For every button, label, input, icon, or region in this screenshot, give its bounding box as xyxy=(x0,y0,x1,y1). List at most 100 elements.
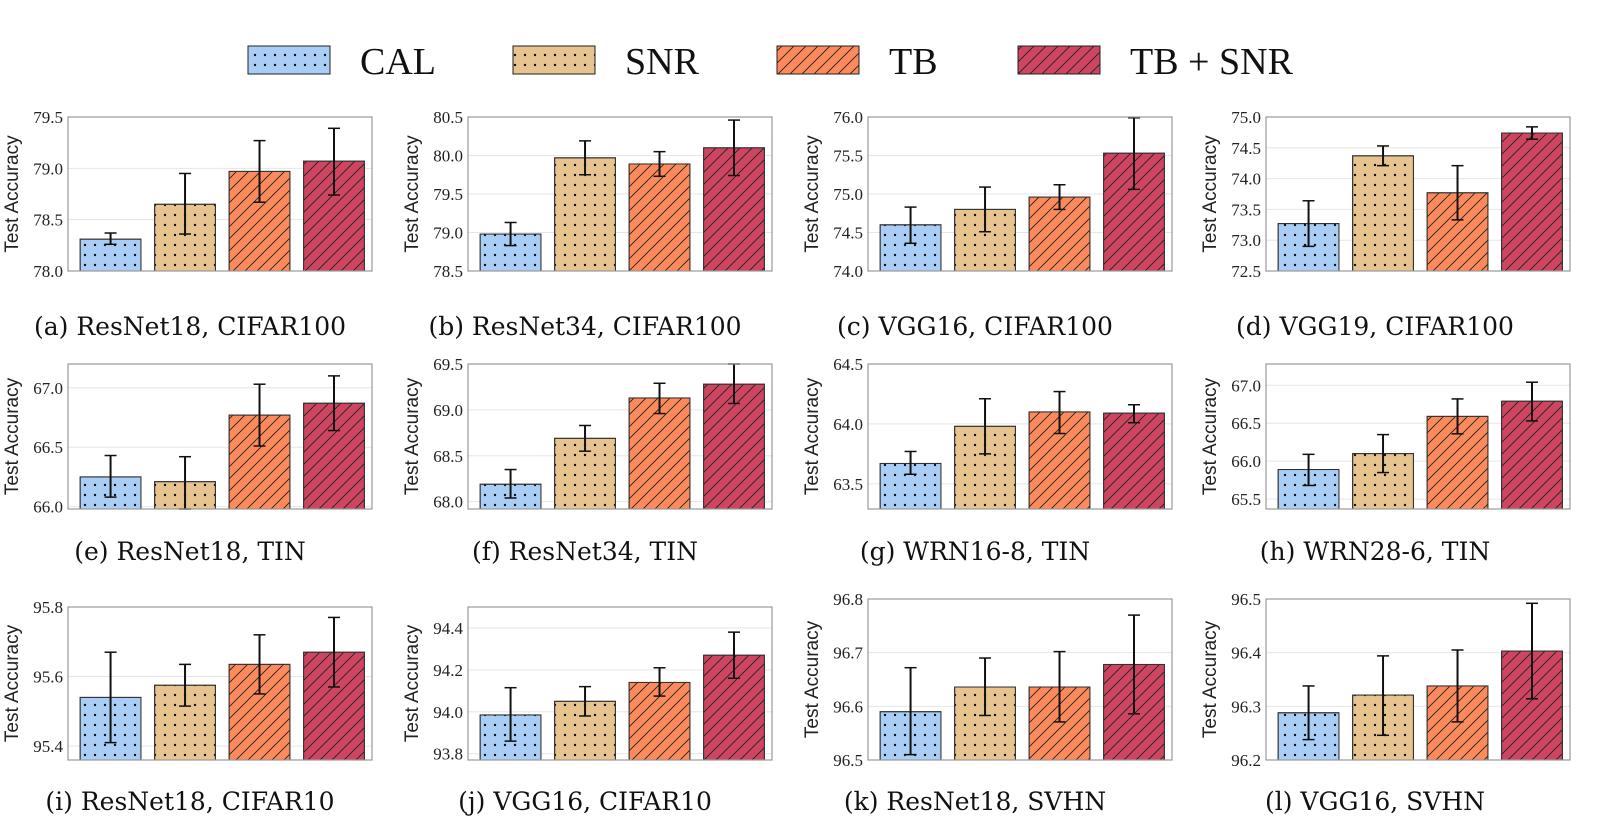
y-axis-label: Test Accuracy xyxy=(2,135,23,253)
subplot: 95.4 95.6 95.8 Test Accuracy (i) ResNet18, C… xyxy=(2,598,373,816)
y-axis-label: Test Accuracy xyxy=(402,135,423,253)
y-tick-label: 79.0 xyxy=(33,159,63,178)
y-tick-label: 79.5 xyxy=(433,185,463,204)
y-tick-label: 94.0 xyxy=(433,703,463,722)
subplot-caption: (f) ResNet34, TIN xyxy=(472,537,698,566)
y-tick-label: 96.8 xyxy=(833,590,863,609)
plot-frame xyxy=(1265,363,1571,510)
subplot-caption: (j) VGG16, CIFAR10 xyxy=(458,787,712,816)
y-tick-label: 64.0 xyxy=(833,415,863,434)
y-tick-label: 75.0 xyxy=(1231,108,1261,127)
subplot-caption: (g) WRN16-8, TIN xyxy=(860,537,1090,566)
legend: CAL SNR TB TB + SNR xyxy=(247,41,1294,83)
legend-item: TB xyxy=(776,41,938,83)
y-tick-label: 96.2 xyxy=(1231,751,1261,770)
legend-label: CAL xyxy=(360,41,436,83)
legend-swatch-pattern xyxy=(1017,45,1101,75)
bar-pattern xyxy=(703,383,765,510)
y-tick-label: 96.7 xyxy=(833,644,863,663)
legend-label: TB xyxy=(889,41,938,83)
legend-swatch-pattern xyxy=(776,45,860,75)
y-tick-label: 65.5 xyxy=(1231,490,1261,509)
y-tick-label: 69.5 xyxy=(433,355,463,374)
y-tick-label: 78.5 xyxy=(33,211,63,230)
bar-pattern xyxy=(1426,415,1489,510)
y-tick-label: 74.5 xyxy=(1231,139,1261,158)
legend-item: CAL xyxy=(247,41,436,83)
plot-frame xyxy=(1265,598,1571,761)
bar-pattern xyxy=(1103,412,1165,510)
y-tick-label: 68.0 xyxy=(433,493,463,512)
bar-pattern xyxy=(554,157,616,272)
subplot: 78.5 79.0 79.5 80.0 80.5 Test Accuracy (b) Res… xyxy=(402,108,773,341)
y-tick-label: 69.0 xyxy=(433,401,463,420)
plot-frame xyxy=(67,606,373,761)
y-tick-label: 74.5 xyxy=(833,224,863,243)
y-tick-label: 66.0 xyxy=(33,498,63,517)
y-tick-label: 66.5 xyxy=(1231,414,1261,433)
subplot-caption: (i) ResNet18, CIFAR10 xyxy=(45,787,334,816)
plot-frame xyxy=(467,116,773,272)
subplot-caption: (a) ResNet18, CIFAR100 xyxy=(34,312,346,341)
legend-label: TB + SNR xyxy=(1130,41,1294,83)
bar-pattern xyxy=(628,397,691,510)
y-axis-label: Test Accuracy xyxy=(1200,620,1221,738)
plot-frame xyxy=(467,606,773,761)
plot-frame xyxy=(67,116,373,272)
y-tick-label: 78.5 xyxy=(433,262,463,281)
y-axis-label: Test Accuracy xyxy=(802,377,823,495)
legend-item: SNR xyxy=(512,41,700,83)
bar-pattern xyxy=(628,163,691,272)
y-tick-label: 74.0 xyxy=(833,262,863,281)
y-tick-label: 76.0 xyxy=(833,108,863,127)
y-tick-label: 66.5 xyxy=(33,438,63,457)
y-tick-label: 67.0 xyxy=(33,379,63,398)
y-axis-label: Test Accuracy xyxy=(1200,377,1221,495)
y-tick-label: 95.6 xyxy=(33,668,63,687)
y-tick-label: 96.4 xyxy=(1231,644,1261,663)
y-tick-label: 64.5 xyxy=(833,355,863,374)
subplot: 68.0 68.5 69.0 69.5 Test Accuracy (f) ResNet3… xyxy=(402,355,773,566)
plot-frame xyxy=(67,363,373,510)
plot-frame xyxy=(467,363,773,510)
y-tick-label: 74.0 xyxy=(1231,170,1261,189)
subplot-caption: (b) ResNet34, CIFAR100 xyxy=(428,312,741,341)
panels: 78.0 78.5 79.0 79.5 Test Accuracy (a) ResNet1… xyxy=(2,108,1571,816)
legend-swatch-pattern xyxy=(512,45,596,75)
y-axis-label: Test Accuracy xyxy=(802,620,823,738)
y-axis-label: Test Accuracy xyxy=(2,624,23,742)
bar-pattern xyxy=(1501,132,1563,272)
y-tick-label: 72.5 xyxy=(1231,262,1261,281)
subplot: 93.8 94.0 94.2 94.4 Test Accuracy (j) VGG16, … xyxy=(402,606,773,816)
subplot: 78.0 78.5 79.0 79.5 Test Accuracy (a) ResNet1… xyxy=(2,108,373,341)
y-tick-label: 94.2 xyxy=(433,661,463,680)
y-tick-label: 66.0 xyxy=(1231,452,1261,471)
y-tick-label: 68.5 xyxy=(433,447,463,466)
legend-swatch-pattern xyxy=(247,45,331,75)
y-tick-label: 67.0 xyxy=(1231,376,1261,395)
y-tick-label: 79.0 xyxy=(433,224,463,243)
y-tick-label: 94.4 xyxy=(433,619,463,638)
y-tick-label: 79.5 xyxy=(33,108,63,127)
y-tick-label: 73.5 xyxy=(1231,200,1261,219)
y-tick-label: 96.3 xyxy=(1231,697,1261,716)
plot-frame xyxy=(1265,116,1571,272)
subplot: 74.0 74.5 75.0 75.5 76.0 Test Accuracy (c) VGG… xyxy=(802,108,1173,341)
subplot-caption: (h) WRN28-6, TIN xyxy=(1260,537,1490,566)
y-axis-label: Test Accuracy xyxy=(1200,135,1221,253)
subplot: 63.5 64.0 64.5 Test Accuracy (g) WRN16-8, TI… xyxy=(802,355,1173,566)
y-tick-label: 95.4 xyxy=(33,737,63,756)
y-tick-label: 73.0 xyxy=(1231,231,1261,250)
y-tick-label: 95.8 xyxy=(33,598,63,617)
y-tick-label: 78.0 xyxy=(33,262,63,281)
y-tick-label: 80.5 xyxy=(433,108,463,127)
y-axis-label: Test Accuracy xyxy=(402,624,423,742)
y-axis-label: Test Accuracy xyxy=(402,377,423,495)
y-tick-label: 96.5 xyxy=(833,751,863,770)
plot-frame xyxy=(867,363,1173,510)
legend-label: SNR xyxy=(625,41,700,83)
y-tick-label: 96.5 xyxy=(1231,590,1261,609)
y-tick-label: 63.5 xyxy=(833,475,863,494)
subplot-caption: (c) VGG16, CIFAR100 xyxy=(837,312,1113,341)
